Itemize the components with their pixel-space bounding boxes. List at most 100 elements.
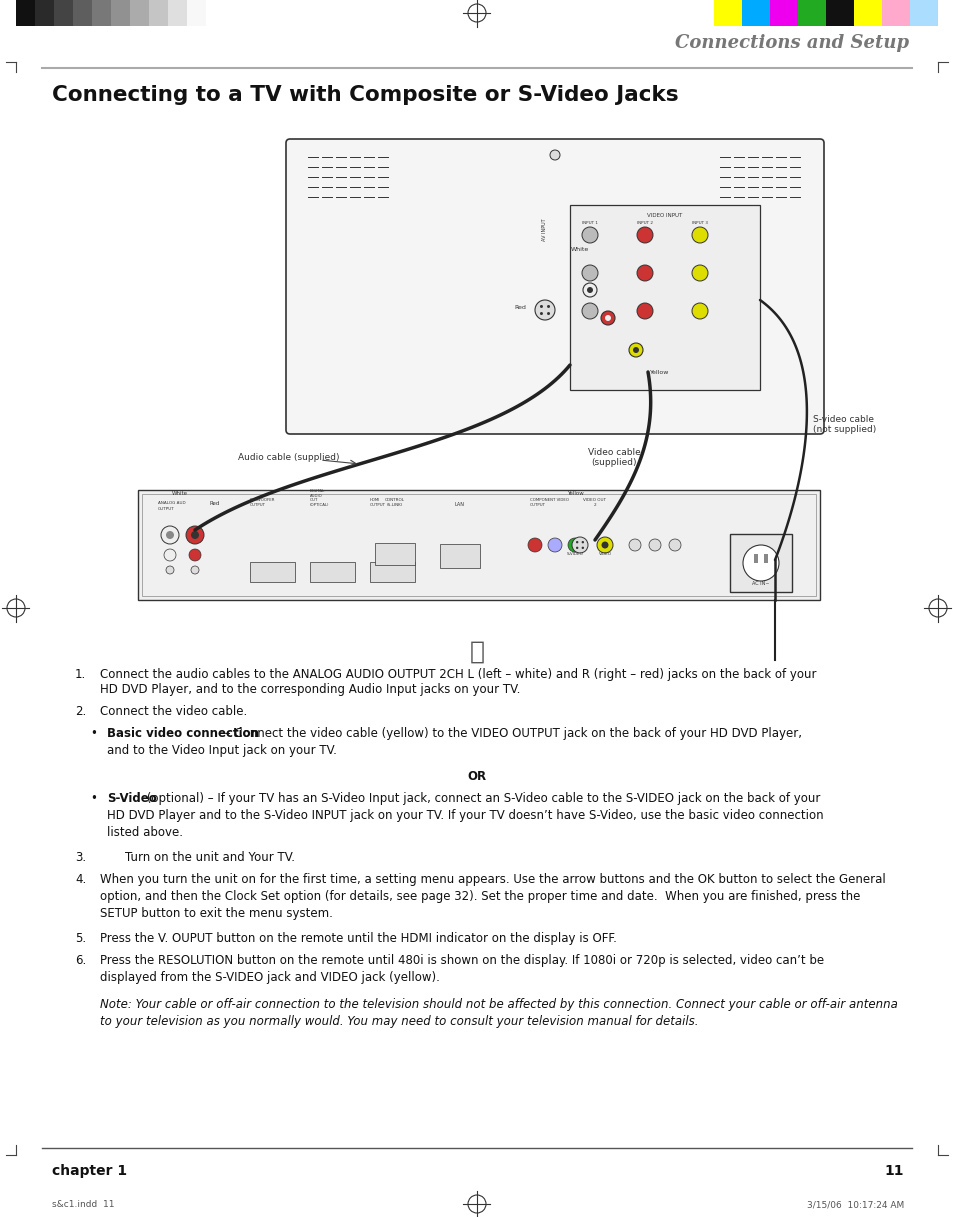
Circle shape: [539, 312, 542, 315]
Text: •: •: [90, 727, 97, 740]
Text: CONTROL
(S-LINK): CONTROL (S-LINK): [385, 499, 405, 507]
Circle shape: [586, 287, 593, 293]
Text: 5.: 5.: [75, 932, 86, 944]
Circle shape: [597, 537, 613, 553]
Circle shape: [581, 228, 598, 243]
Bar: [130, 0, 149, 26]
Text: 11: 11: [883, 1163, 903, 1178]
Bar: [729, 534, 791, 591]
Circle shape: [691, 303, 707, 319]
Text: VIDEO: VIDEO: [598, 553, 611, 556]
Circle shape: [691, 228, 707, 243]
Circle shape: [550, 150, 559, 159]
Circle shape: [164, 549, 175, 561]
Text: Video cable
(supplied): Video cable (supplied): [587, 448, 639, 467]
Text: HD DVD Player and to the S-Video INPUT jack on your TV. If your TV doesn’t have : HD DVD Player and to the S-Video INPUT j…: [107, 809, 822, 821]
Text: (optional) – If your TV has an S-Video Input jack, connect an S-Video cable to t: (optional) – If your TV has an S-Video I…: [143, 792, 820, 804]
Bar: [142, 494, 815, 596]
Circle shape: [581, 546, 583, 549]
Text: Connect the video cable.: Connect the video cable.: [100, 705, 247, 718]
Text: VIDEO INPUT: VIDEO INPUT: [647, 213, 682, 218]
Bar: [797, 0, 825, 26]
Text: VIDEO OUT
2: VIDEO OUT 2: [583, 499, 606, 507]
Bar: [111, 0, 130, 26]
Text: LAN: LAN: [455, 501, 464, 507]
Text: Connecting to a TV with Composite or S-Video Jacks: Connecting to a TV with Composite or S-V…: [52, 85, 678, 105]
Text: SETUP button to exit the menu system.: SETUP button to exit the menu system.: [100, 907, 333, 920]
Circle shape: [637, 303, 652, 319]
Circle shape: [637, 265, 652, 281]
Circle shape: [546, 305, 550, 308]
FancyBboxPatch shape: [286, 139, 823, 434]
Circle shape: [742, 545, 779, 581]
Circle shape: [166, 531, 173, 539]
Text: Note: Your cable or off-air connection to the television should not be affected : Note: Your cable or off-air connection t…: [100, 998, 897, 1011]
Bar: [310, 562, 355, 582]
Circle shape: [546, 312, 550, 315]
Bar: [138, 490, 820, 600]
Circle shape: [576, 546, 578, 549]
Text: Red: Red: [210, 501, 220, 506]
Text: S-VIDEO: S-VIDEO: [566, 553, 583, 556]
Text: – Connect the video cable (yellow) to the VIDEO OUTPUT jack on the back of your : – Connect the video cable (yellow) to th…: [221, 727, 801, 740]
Bar: [16, 0, 35, 26]
Text: INPUT 2: INPUT 2: [637, 221, 652, 225]
Text: 3/15/06  10:17:24 AM: 3/15/06 10:17:24 AM: [806, 1200, 903, 1208]
Text: White: White: [570, 247, 589, 252]
Bar: [853, 0, 882, 26]
Circle shape: [628, 343, 642, 357]
Circle shape: [633, 347, 639, 353]
Circle shape: [572, 537, 587, 553]
Circle shape: [668, 539, 680, 551]
Circle shape: [648, 539, 660, 551]
Bar: [769, 0, 797, 26]
Circle shape: [567, 538, 581, 553]
Bar: [741, 0, 769, 26]
Text: White: White: [172, 490, 188, 497]
Text: INPUT 1: INPUT 1: [581, 221, 598, 225]
Text: When you turn the unit on for the first time, a setting menu appears. Use the ar: When you turn the unit on for the first …: [100, 873, 884, 886]
Text: Yellow: Yellow: [650, 370, 669, 375]
Text: SUBWOOFER
OUTPUT: SUBWOOFER OUTPUT: [250, 499, 275, 507]
Circle shape: [628, 539, 640, 551]
Bar: [753, 554, 758, 563]
Text: AV INPUT: AV INPUT: [542, 219, 547, 241]
Bar: [91, 0, 111, 26]
Circle shape: [166, 566, 173, 574]
Circle shape: [527, 538, 541, 553]
Bar: [149, 0, 168, 26]
Circle shape: [581, 265, 598, 281]
Bar: [882, 0, 909, 26]
Bar: [439, 544, 479, 568]
Text: ANALOG AUD: ANALOG AUD: [158, 501, 186, 505]
Text: Connections and Setup: Connections and Setup: [674, 34, 908, 52]
Text: 2.: 2.: [75, 705, 86, 718]
Bar: [54, 0, 73, 26]
Circle shape: [547, 538, 561, 553]
Text: •: •: [90, 792, 97, 804]
Text: 1.: 1.: [75, 668, 86, 682]
Circle shape: [601, 542, 608, 549]
Circle shape: [539, 305, 542, 308]
Text: 4.: 4.: [75, 873, 86, 886]
Text: ⍣: ⍣: [469, 640, 484, 664]
Text: DIGITAL
AUDIO
OUT
(OPTICAL): DIGITAL AUDIO OUT (OPTICAL): [310, 489, 329, 507]
Bar: [569, 204, 760, 389]
Text: to your television as you normally would. You may need to consult your televisio: to your television as you normally would…: [100, 1015, 698, 1028]
Circle shape: [637, 228, 652, 243]
Text: S-Video: S-Video: [107, 792, 156, 804]
Text: Yellow: Yellow: [566, 490, 583, 497]
Circle shape: [161, 526, 179, 544]
Bar: [250, 562, 294, 582]
Text: OR: OR: [467, 770, 486, 783]
Circle shape: [581, 542, 583, 543]
Bar: [187, 0, 206, 26]
Bar: [763, 554, 767, 563]
Text: Turn on the unit and Your TV.: Turn on the unit and Your TV.: [125, 851, 294, 864]
Circle shape: [186, 526, 204, 544]
Text: Red: Red: [514, 305, 525, 310]
Text: and to the Video Input jack on your TV.: and to the Video Input jack on your TV.: [107, 744, 336, 757]
Circle shape: [582, 284, 597, 297]
Text: 3.: 3.: [75, 851, 86, 864]
Circle shape: [600, 312, 615, 325]
